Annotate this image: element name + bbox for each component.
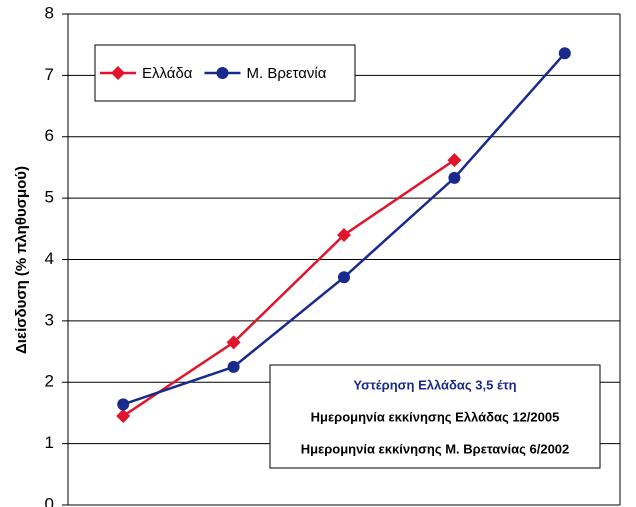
y-tick-label: 0 [45, 494, 54, 507]
y-tick-label: 2 [45, 372, 54, 391]
y-tick-label: 3 [45, 310, 54, 329]
y-tick-label: 5 [45, 188, 54, 207]
legend-label: Μ. Βρετανία [246, 65, 326, 82]
y-tick-label: 1 [45, 433, 54, 452]
y-tick-label: 6 [45, 126, 54, 145]
annotation-box [269, 364, 601, 469]
legend-marker [216, 67, 229, 79]
y-tick-label: 7 [45, 65, 54, 84]
marker [448, 171, 461, 184]
annotation: Υστέρηση Ελλάδας 3,5 έτη [353, 377, 516, 392]
marker [338, 271, 350, 284]
y-axis-label: Διείσδυση (% πληθυσμού) [13, 166, 30, 354]
marker [226, 335, 241, 350]
marker [337, 227, 351, 242]
series-line [122, 159, 456, 418]
marker [117, 398, 130, 411]
annotation: Ημερομηνία εκκίνησης Ελλάδας 12/2005 [311, 409, 560, 424]
marker [558, 47, 571, 60]
marker [227, 360, 240, 373]
legend-marker [111, 66, 125, 80]
annotation: Ημερομηνία εκκίνησης Μ. Βρετανίας 6/2002 [301, 441, 570, 456]
marker [447, 153, 462, 168]
legend-label: Ελλάδα [142, 65, 193, 82]
y-tick-label: 8 [45, 3, 54, 22]
y-tick-label: 4 [45, 249, 54, 268]
marker [116, 409, 131, 424]
